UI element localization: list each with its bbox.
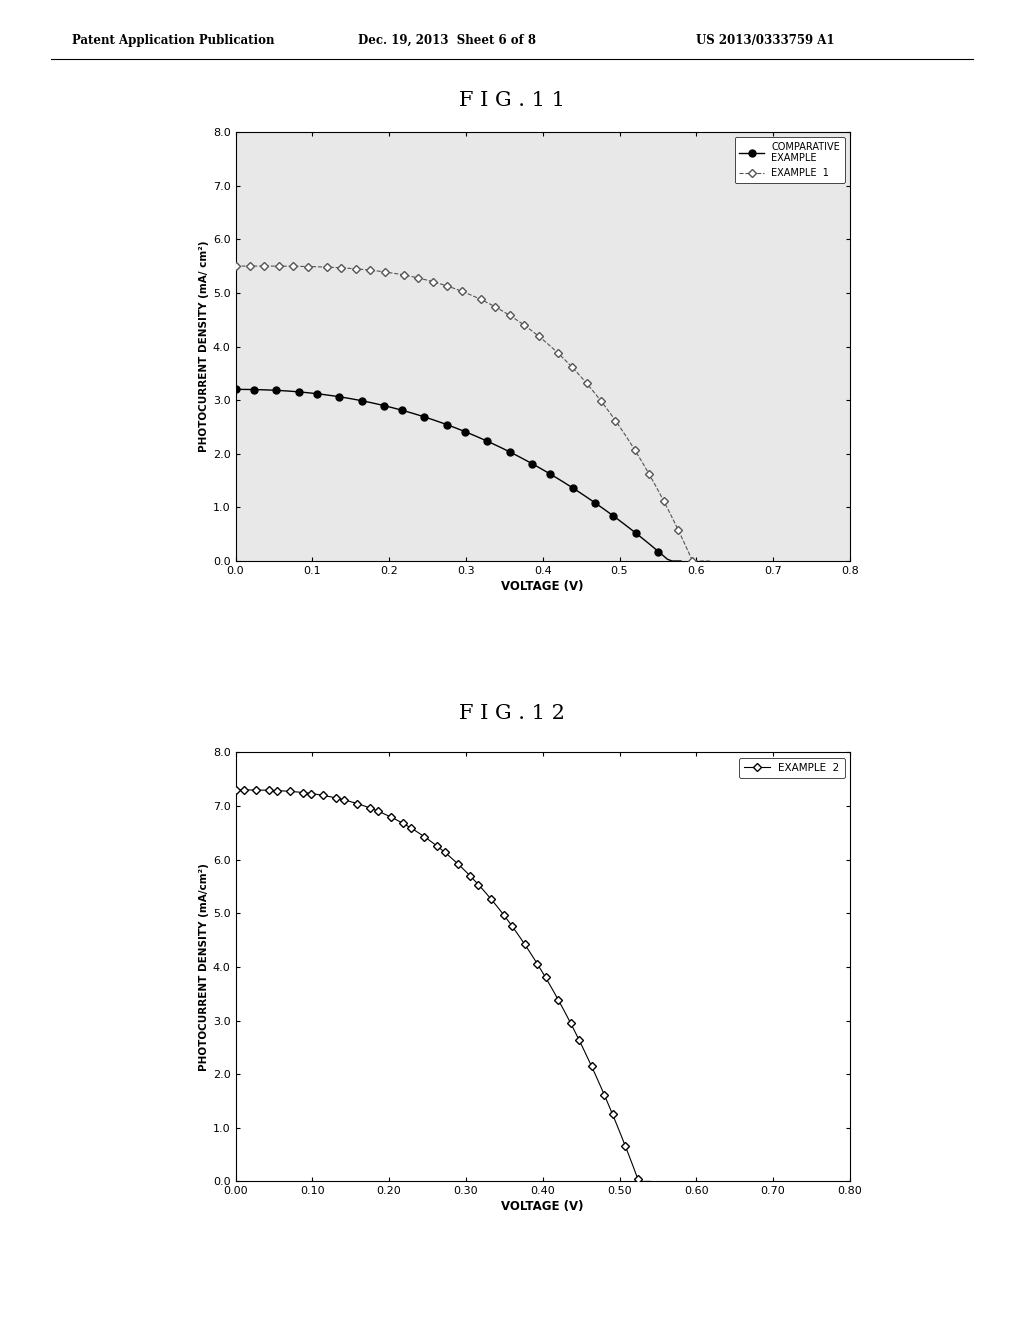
Legend: EXAMPLE  2: EXAMPLE 2 bbox=[738, 758, 845, 777]
Y-axis label: PHOTOCURRENT DENSITY (mA/cm²): PHOTOCURRENT DENSITY (mA/cm²) bbox=[199, 863, 209, 1071]
Text: Patent Application Publication: Patent Application Publication bbox=[72, 33, 274, 46]
Text: F I G . 1 1: F I G . 1 1 bbox=[459, 91, 565, 110]
Legend: COMPARATIVE
EXAMPLE, EXAMPLE  1: COMPARATIVE EXAMPLE, EXAMPLE 1 bbox=[734, 137, 845, 183]
X-axis label: VOLTAGE (V): VOLTAGE (V) bbox=[502, 579, 584, 593]
Text: Dec. 19, 2013  Sheet 6 of 8: Dec. 19, 2013 Sheet 6 of 8 bbox=[358, 33, 537, 46]
Y-axis label: PHOTOCURRENT DENSITY (mA/ cm²): PHOTOCURRENT DENSITY (mA/ cm²) bbox=[199, 240, 209, 453]
Text: F I G . 1 2: F I G . 1 2 bbox=[459, 705, 565, 723]
Text: US 2013/0333759 A1: US 2013/0333759 A1 bbox=[696, 33, 835, 46]
X-axis label: VOLTAGE (V): VOLTAGE (V) bbox=[502, 1200, 584, 1213]
